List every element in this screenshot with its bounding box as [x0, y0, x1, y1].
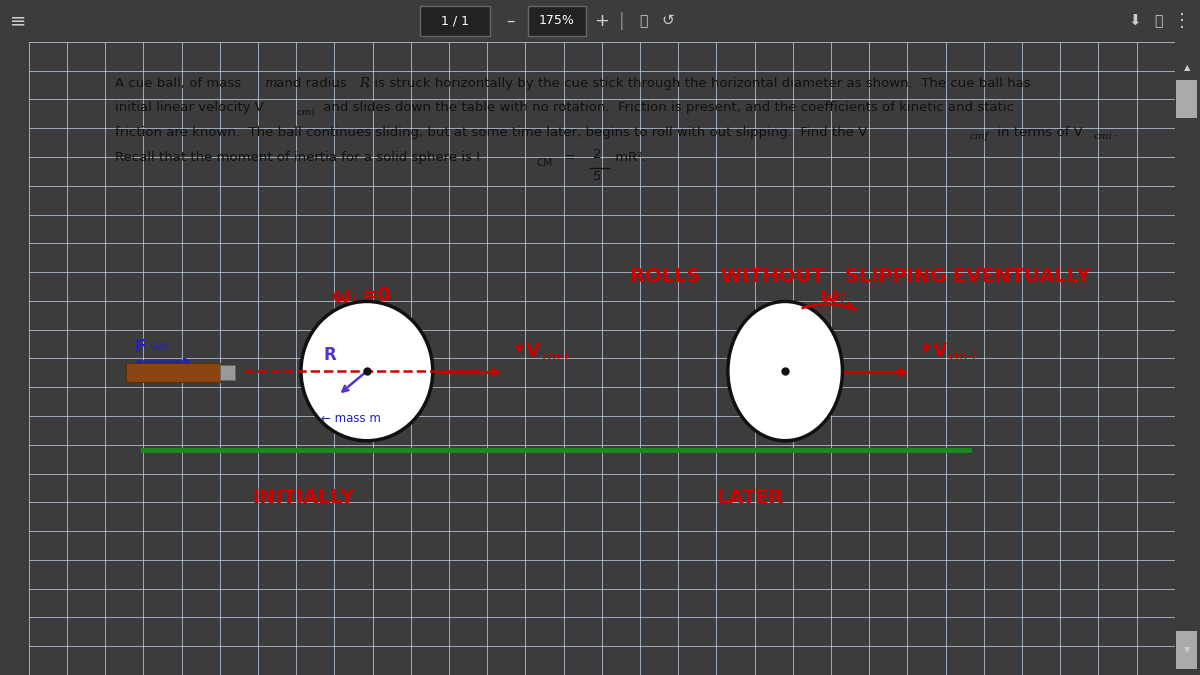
- Text: ▲: ▲: [1183, 63, 1190, 72]
- Bar: [420, 6, 490, 36]
- Text: Recall that the moment of inertia for a solid sphere is I: Recall that the moment of inertia for a …: [115, 151, 480, 164]
- Text: ↺: ↺: [661, 14, 674, 28]
- Text: INITIALLY: INITIALLY: [252, 488, 354, 507]
- Text: –: –: [506, 12, 514, 30]
- Text: 2: 2: [593, 148, 601, 161]
- Text: =: =: [556, 151, 580, 164]
- Text: 5: 5: [593, 169, 601, 183]
- Text: ≡: ≡: [10, 11, 26, 30]
- Bar: [528, 6, 586, 36]
- Text: in terms of V: in terms of V: [992, 126, 1082, 139]
- Text: initial linear velocity V: initial linear velocity V: [115, 101, 264, 114]
- Text: F: F: [134, 338, 145, 356]
- Text: cmi: cmi: [296, 108, 316, 117]
- Text: 175%: 175%: [539, 14, 575, 28]
- Text: CM: CM: [536, 159, 553, 168]
- Text: ω: ω: [332, 286, 350, 306]
- Text: and slides down the table with no rotation.  Friction is present, and the coeffi: and slides down the table with no rotati…: [319, 101, 1014, 114]
- Ellipse shape: [728, 302, 842, 441]
- Text: R: R: [359, 77, 368, 90]
- Text: cm-f: cm-f: [948, 350, 976, 362]
- Text: ▼: ▼: [1183, 645, 1190, 654]
- Text: +: +: [594, 12, 610, 30]
- Text: ⬜: ⬜: [638, 14, 647, 28]
- Text: mR².: mR².: [611, 151, 647, 164]
- Text: ⬇: ⬇: [1129, 14, 1141, 28]
- Text: ⋮: ⋮: [1174, 12, 1190, 30]
- Text: A cue ball, of mass: A cue ball, of mass: [115, 77, 245, 90]
- Text: cmf: cmf: [970, 132, 989, 141]
- Text: |: |: [619, 12, 625, 30]
- Text: R: R: [323, 346, 336, 365]
- Text: V: V: [932, 342, 947, 360]
- Text: =0: =0: [362, 286, 392, 304]
- Bar: [220, 364, 235, 380]
- Text: i: i: [353, 292, 356, 305]
- Text: ← mass m: ← mass m: [322, 412, 380, 425]
- Text: friction are known.  The ball continues sliding, but at some time later, begins : friction are known. The ball continues s…: [115, 126, 866, 139]
- Text: 1 / 1: 1 / 1: [442, 14, 469, 28]
- Bar: [1176, 80, 1198, 118]
- Text: cm-i: cm-i: [541, 350, 568, 362]
- Text: .: .: [1114, 126, 1118, 139]
- Text: V: V: [526, 342, 540, 360]
- Text: ω: ω: [820, 286, 838, 306]
- Text: LATER: LATER: [716, 488, 784, 507]
- Text: cue: cue: [149, 342, 169, 351]
- Text: cmi: cmi: [1093, 132, 1112, 141]
- Bar: [1176, 630, 1198, 669]
- Text: f: f: [840, 292, 845, 305]
- Text: m: m: [264, 77, 276, 90]
- Text: and radius: and radius: [271, 77, 350, 90]
- Text: ROLLS   WITHOUT   SLIPPING EVENTUALLY: ROLLS WITHOUT SLIPPING EVENTUALLY: [630, 267, 1091, 286]
- Text: , is struck horizontally by the cue stick through the horizontal diameter as sho: , is struck horizontally by the cue stic…: [366, 77, 1031, 90]
- Text: 🖨: 🖨: [1154, 14, 1162, 28]
- Ellipse shape: [301, 302, 433, 441]
- Bar: [126, 363, 221, 382]
